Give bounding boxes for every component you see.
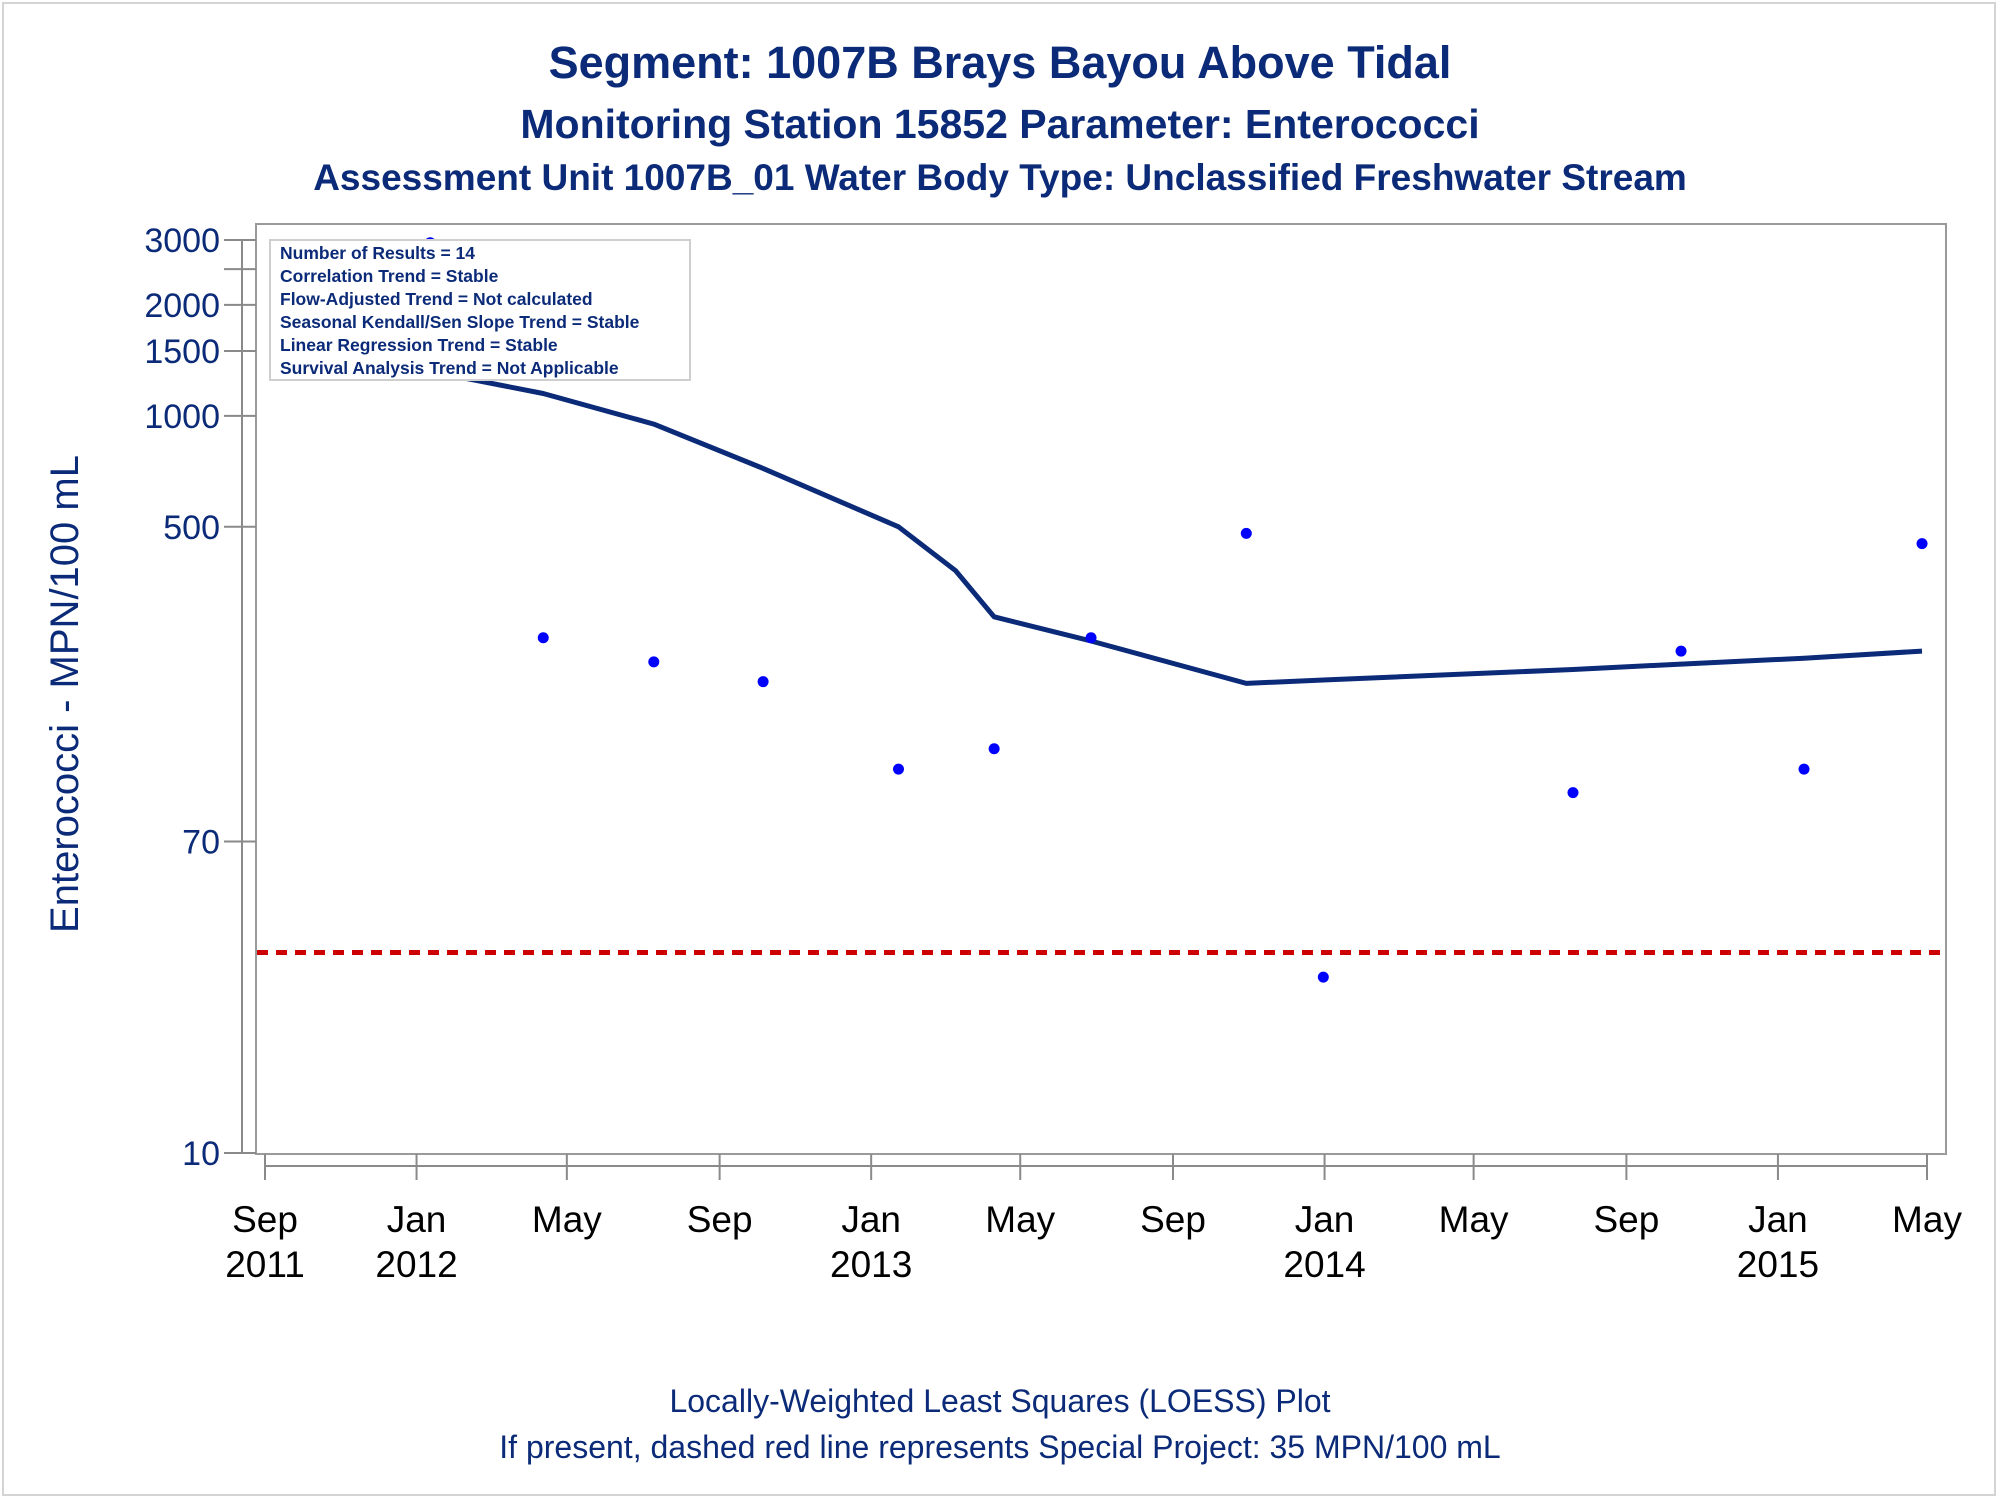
data-point <box>892 763 904 775</box>
y-tick-label: 10 <box>182 1135 220 1173</box>
x-tick-year-label: 2013 <box>830 1244 912 1285</box>
data-point <box>1798 763 1810 775</box>
x-tick-label: Jan <box>387 1199 447 1240</box>
data-point <box>757 676 769 688</box>
x-tick-label: Sep <box>232 1199 298 1240</box>
x-tick-year-label: 2012 <box>375 1244 457 1285</box>
y-tick-label: 500 <box>163 509 220 547</box>
y-tick-label: 70 <box>182 824 220 862</box>
x-tick-year-label: 2011 <box>225 1244 305 1285</box>
stat-seasonal-kendall-trend: Seasonal Kendall/Sen Slope Trend = Stabl… <box>280 312 640 332</box>
y-axis: 10 70 500 1000 1500 2000 3000 <box>144 222 256 1173</box>
x-tick-label: Sep <box>1593 1199 1659 1240</box>
x-tick-label: Jan <box>841 1199 901 1240</box>
data-point <box>537 632 549 644</box>
x-tick-year-label: 2015 <box>1737 1244 1819 1285</box>
chart-subtitle-2: Assessment Unit 1007B_01 Water Body Type… <box>313 157 1687 198</box>
data-point <box>1675 645 1687 657</box>
chart-title: Segment: 1007B Brays Bayou Above Tidal <box>549 37 1452 88</box>
data-point <box>648 656 660 668</box>
footnote-loess: Locally-Weighted Least Squares (LOESS) P… <box>669 1383 1330 1419</box>
x-tick-label: May <box>985 1199 1055 1240</box>
loess-trend-line <box>371 353 1923 686</box>
chart-subtitle: Monitoring Station 15852 Parameter: Ente… <box>520 101 1479 147</box>
x-tick-label: May <box>532 1199 602 1240</box>
x-tick-label: Sep <box>687 1199 753 1240</box>
stat-flow-adjusted-trend: Flow-Adjusted Trend = Not calculated <box>280 289 593 309</box>
trend-statistics-box: Number of Results = 14 Correlation Trend… <box>269 239 691 381</box>
data-point <box>1567 787 1579 799</box>
stats-box-border <box>269 239 691 381</box>
x-tick-label: May <box>1892 1199 1962 1240</box>
data-point <box>1240 527 1252 539</box>
y-axis-label: Enterococci - MPN/100 mL <box>43 455 87 933</box>
x-tick-label: May <box>1439 1199 1509 1240</box>
y-tick-label: 3000 <box>144 222 220 260</box>
stat-linear-regression-trend: Linear Regression Trend = Stable <box>280 335 558 355</box>
data-point <box>988 743 1000 755</box>
y-tick-label: 1000 <box>144 398 220 436</box>
data-point <box>1317 971 1329 983</box>
x-tick-label: Jan <box>1748 1199 1808 1240</box>
x-tick-year-label: 2014 <box>1283 1244 1365 1285</box>
x-tick-label: Jan <box>1295 1199 1355 1240</box>
stat-survival-analysis-trend: Survival Analysis Trend = Not Applicable <box>280 358 619 378</box>
y-tick-label: 1500 <box>144 333 220 371</box>
data-point <box>1916 538 1928 550</box>
stat-correlation-trend: Correlation Trend = Stable <box>280 266 499 286</box>
y-tick-label: 2000 <box>144 287 220 325</box>
data-point <box>1085 632 1097 644</box>
stat-number-of-results: Number of Results = 14 <box>280 243 475 263</box>
footnote-reference-line: If present, dashed red line represents S… <box>499 1429 1500 1465</box>
x-tick-label: Sep <box>1140 1199 1206 1240</box>
